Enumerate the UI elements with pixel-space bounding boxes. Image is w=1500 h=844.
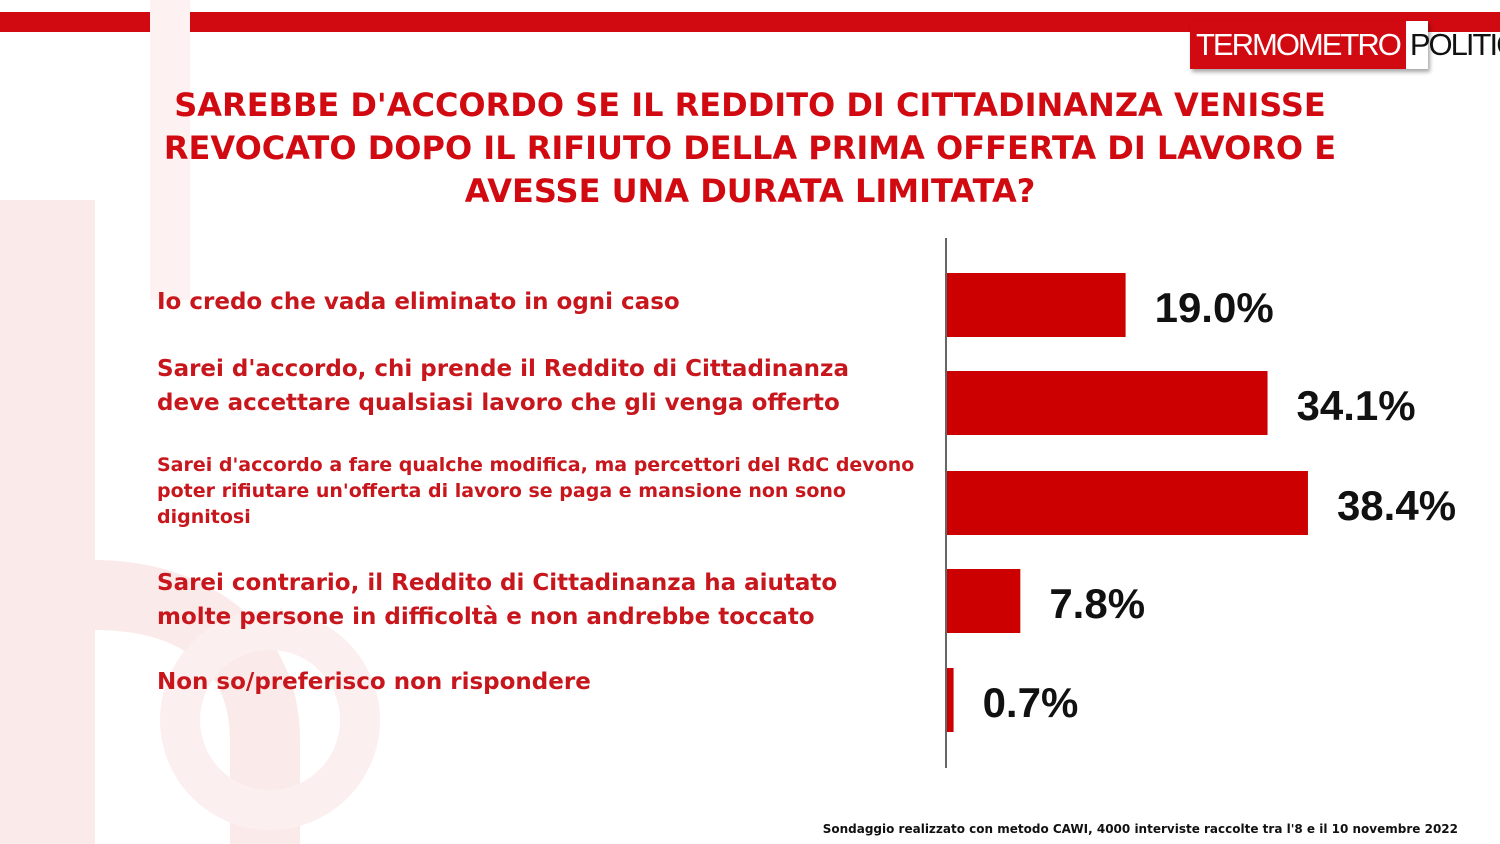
logo-part-politico: POLITICO xyxy=(1409,27,1500,62)
answer-label-3: Sarei d'accordo a fare qualche modifica,… xyxy=(157,454,915,528)
bar-1 xyxy=(947,273,1126,337)
value-label-5: 0.7% xyxy=(983,679,1079,726)
brand-logo: TERMOMETRO POLITICO xyxy=(1190,21,1500,69)
answer-label-4: Sarei contrario, il Reddito di Cittadina… xyxy=(157,570,838,630)
bar-4 xyxy=(947,569,1021,633)
answer-label-1: Io credo che vada eliminato in ogni caso xyxy=(157,289,680,315)
value-labels-group: 19.0% 34.1% 38.4% 7.8% 0.7% xyxy=(983,284,1456,726)
bar-5 xyxy=(947,668,954,732)
footnote: Sondaggio realizzato con metodo CAWI, 40… xyxy=(822,822,1458,836)
value-label-4: 7.8% xyxy=(1049,580,1145,627)
value-label-3: 38.4% xyxy=(1337,482,1456,529)
value-label-2: 34.1% xyxy=(1297,382,1416,429)
value-label-1: 19.0% xyxy=(1155,284,1274,331)
answer-label-2: Sarei d'accordo, chi prende il Reddito d… xyxy=(157,356,849,416)
chart-title: SAREBBE D'ACCORDO SE IL REDDITO DI CITTA… xyxy=(163,86,1337,210)
background-watermark xyxy=(0,0,380,844)
answer-label-5: Non so/preferisco non rispondere xyxy=(157,669,591,695)
top-red-band xyxy=(0,12,1500,32)
logo-part-termometro: TERMOMETRO xyxy=(1190,21,1406,69)
bar-2 xyxy=(947,371,1268,435)
bar-3 xyxy=(947,471,1308,535)
bars-group xyxy=(947,273,1308,732)
